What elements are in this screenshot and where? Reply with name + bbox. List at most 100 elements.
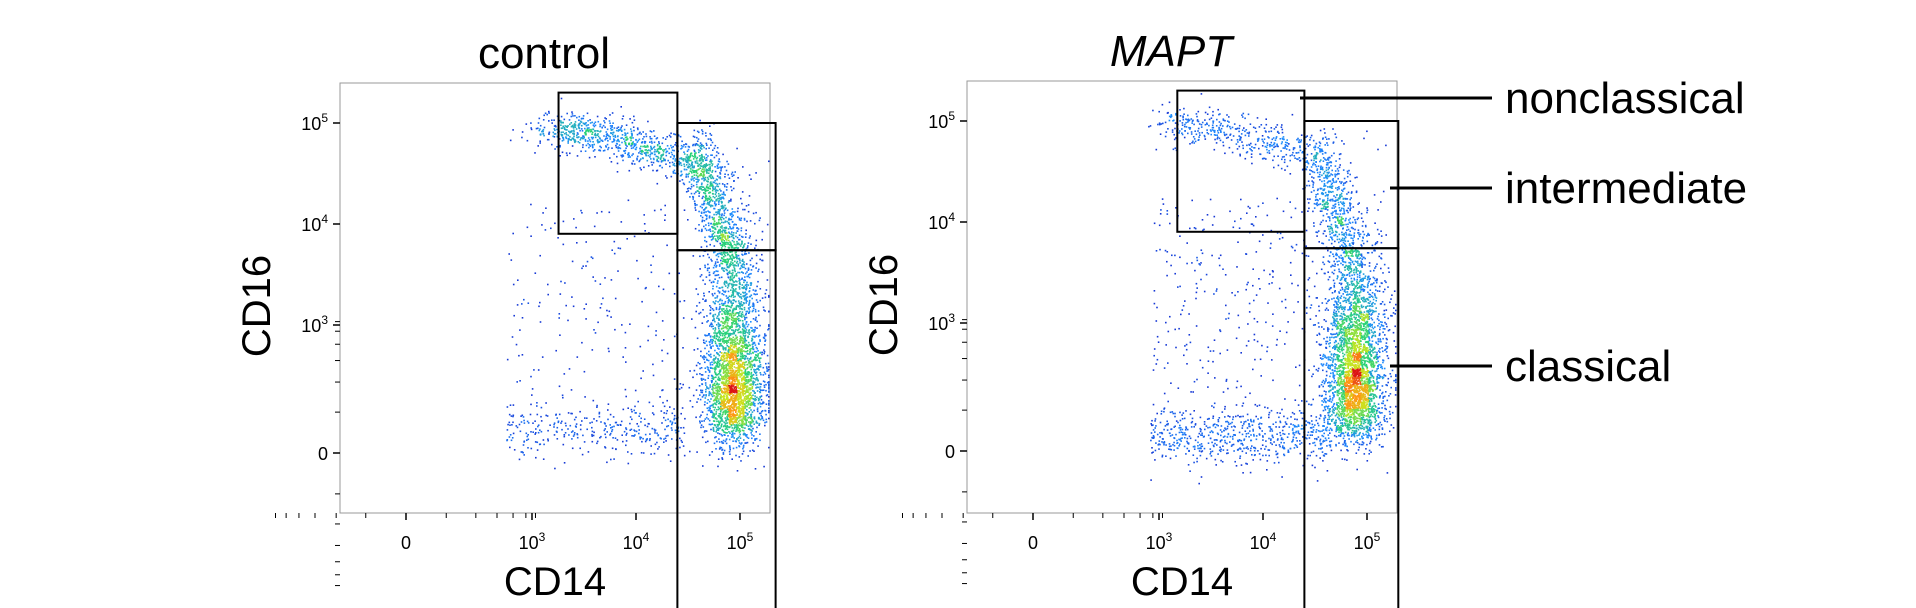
data-point xyxy=(736,316,739,318)
data-point xyxy=(553,133,556,135)
data-point xyxy=(703,170,706,172)
data-point xyxy=(762,374,765,376)
data-point xyxy=(738,393,740,396)
data-point xyxy=(735,446,738,449)
data-point xyxy=(681,173,683,176)
data-point xyxy=(716,147,719,149)
data-point xyxy=(710,325,713,328)
data-point xyxy=(561,428,563,431)
data-point xyxy=(682,182,685,185)
data-point xyxy=(754,290,757,292)
data-point xyxy=(738,324,741,327)
data-point xyxy=(701,157,703,159)
data-point xyxy=(701,143,703,146)
data-point xyxy=(631,142,634,144)
data-point xyxy=(719,427,721,430)
data-point xyxy=(740,398,742,400)
data-point xyxy=(738,404,741,406)
data-point xyxy=(740,387,742,390)
data-point xyxy=(701,220,703,223)
data-point xyxy=(696,144,698,146)
data-point xyxy=(691,161,693,163)
data-point xyxy=(607,418,609,421)
data-point xyxy=(671,412,674,415)
data-point xyxy=(741,421,744,424)
data-point xyxy=(730,372,732,375)
data-point xyxy=(748,237,751,239)
data-point xyxy=(750,272,752,275)
data-point xyxy=(729,409,732,412)
data-point xyxy=(749,378,751,381)
data-point xyxy=(600,139,603,142)
data-point xyxy=(737,331,740,334)
data-point xyxy=(715,376,717,378)
data-point xyxy=(750,326,752,329)
data-point xyxy=(650,140,653,143)
data-point xyxy=(727,316,729,318)
data-point xyxy=(721,402,724,405)
data-point xyxy=(564,422,567,425)
data-point xyxy=(709,335,712,337)
data-point xyxy=(740,235,743,238)
data-point xyxy=(710,177,712,180)
data-point xyxy=(717,358,719,360)
data-point xyxy=(696,401,698,403)
data-point xyxy=(687,190,690,192)
data-point xyxy=(595,420,598,422)
data-point xyxy=(545,402,547,404)
data-point xyxy=(718,303,721,306)
data-point xyxy=(719,397,722,399)
data-point xyxy=(745,442,748,444)
data-point xyxy=(658,142,660,145)
data-point xyxy=(735,337,738,339)
data-point xyxy=(667,159,669,162)
data-point xyxy=(738,285,741,288)
data-point xyxy=(619,147,622,150)
data-point xyxy=(734,374,736,376)
data-point xyxy=(735,223,737,226)
data-point xyxy=(756,285,758,288)
data-point xyxy=(526,420,529,423)
data-point xyxy=(725,371,728,374)
data-point xyxy=(663,159,665,161)
data-point xyxy=(752,302,754,305)
data-point xyxy=(554,467,556,470)
data-point xyxy=(585,144,588,147)
data-point xyxy=(726,342,728,345)
data-point xyxy=(741,429,744,432)
data-point xyxy=(635,139,637,141)
data-point xyxy=(669,136,672,138)
data-point xyxy=(641,157,644,159)
data-point xyxy=(700,162,702,165)
data-point xyxy=(753,417,756,420)
data-point xyxy=(550,227,552,230)
data-point xyxy=(584,122,586,125)
data-point xyxy=(666,145,669,147)
data-point xyxy=(602,124,605,127)
data-point xyxy=(691,163,693,166)
data-point xyxy=(763,371,766,374)
data-point xyxy=(760,414,762,417)
data-point xyxy=(734,344,736,346)
data-point xyxy=(730,200,732,202)
data-point xyxy=(621,134,624,136)
data-point xyxy=(741,313,744,316)
data-point xyxy=(672,157,674,160)
data-point xyxy=(735,280,737,282)
data-point xyxy=(736,325,739,328)
data-point xyxy=(705,395,707,397)
data-point xyxy=(699,398,702,401)
data-point xyxy=(734,289,736,291)
data-point xyxy=(653,130,655,132)
data-point xyxy=(732,412,734,414)
data-point xyxy=(701,155,703,158)
data-point xyxy=(717,238,720,241)
data-point xyxy=(723,184,726,186)
data-point xyxy=(683,168,686,171)
data-point xyxy=(727,351,730,354)
data-point xyxy=(753,402,756,405)
data-point xyxy=(650,131,653,133)
data-point xyxy=(730,212,733,214)
data-point xyxy=(723,434,725,436)
data-point xyxy=(745,312,747,315)
